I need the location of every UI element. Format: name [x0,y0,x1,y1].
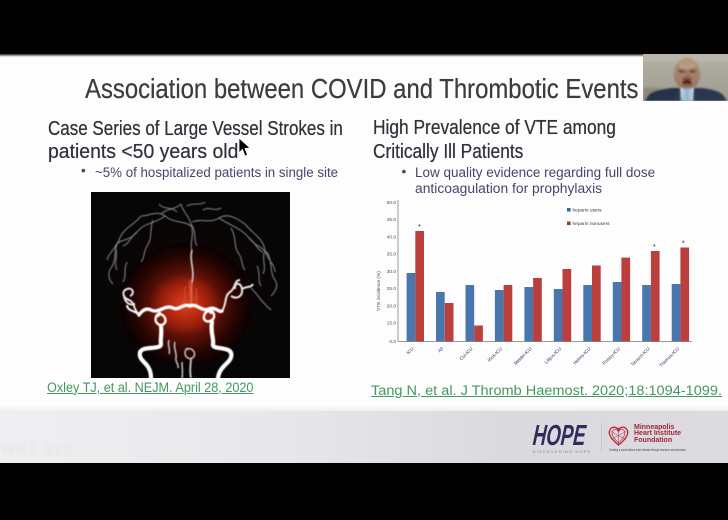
svg-text:*: * [653,244,656,251]
svg-text:0.0: 0.0 [389,339,396,345]
svg-text:15.0: 15.0 [387,321,397,327]
svg-text:25.0: 25.0 [387,286,397,292]
svg-text:Middel-ICU: Middel-ICU [513,346,533,366]
svg-text:Poissy-ICU: Poissy-ICU [601,346,621,366]
svg-text:Cui-ICU: Cui-ICU [459,346,474,361]
svg-text:30.0: 30.0 [387,269,397,275]
svg-text:*: * [418,224,421,231]
svg-text:Thomas-ICU: Thomas-ICU [658,346,680,368]
svg-text:Klok-ICU: Klok-ICU [487,346,504,363]
svg-text:Helms-ICU: Helms-ICU [572,346,591,365]
svg-text:heparin users: heparin users [573,208,603,214]
svg-text:35.0: 35.0 [387,252,397,258]
svg-text:heparin nonusers: heparin nonusers [573,221,611,227]
svg-text:Tavazzi-ICU: Tavazzi-ICU [630,346,651,367]
svg-text:40.0: 40.0 [387,235,397,241]
svg-text:All: All [437,346,444,353]
svg-text:45.0: 45.0 [387,217,397,223]
svg-text:ICU: ICU [406,346,415,355]
svg-text:20.0: 20.0 [387,304,397,310]
svg-text:*: * [682,241,685,248]
svg-text:Llitjos-ICU: Llitjos-ICU [544,346,563,365]
svg-text:VTE incidence (%): VTE incidence (%) [376,271,382,311]
svg-text:50.0: 50.0 [387,200,397,206]
